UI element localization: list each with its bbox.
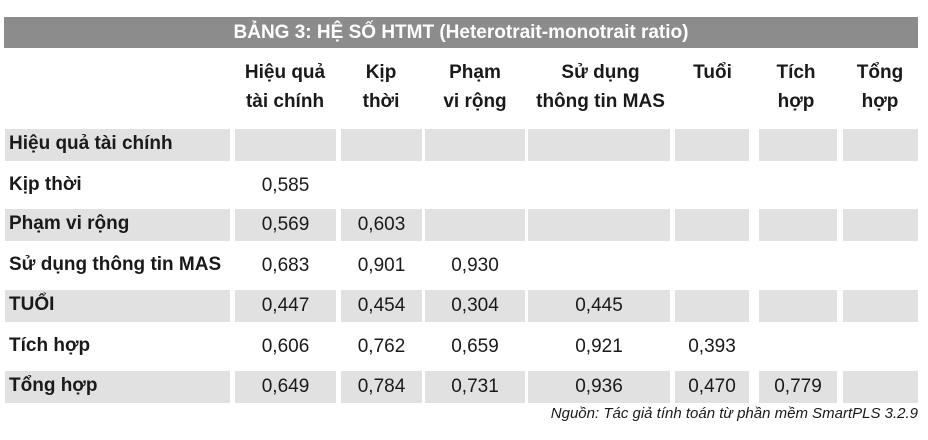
table-cell [843,331,918,363]
table-cell [759,331,837,363]
column-header-su-dung: Sử dụng thông tin MAS [528,58,673,116]
row-label: Hiệu quả tài chính [9,133,173,154]
table-cell: 0,683 [261,255,310,276]
row-label: Kịp thời [9,174,82,195]
column-header-hieu-qua: Hiệu quả tài chính [235,58,335,116]
column-header-line: vi rộng [443,91,507,112]
column-header-line: thông tin MAS [536,91,665,112]
table-row: Hiệu quả tài chính [0,127,928,161]
table-cell [843,209,918,241]
table-cell [341,129,422,161]
row-shade [5,129,230,161]
table-cell: 0,393 [688,336,736,357]
column-header-line: Tổng [856,62,904,83]
table-cell [759,170,837,202]
table-cell: 0,606 [261,336,310,357]
table-cell [341,170,422,202]
row-label: Tổng hợp [9,375,98,396]
table-cell: 0,936 [528,371,670,403]
table-cell [675,209,749,241]
column-header-line: Sử dụng [561,62,640,83]
column-header-kip-thoi: Kịp thời [341,58,421,116]
table-cell [425,209,525,241]
table-cell: 0,921 [575,336,623,357]
table-cell [425,129,525,161]
table-cell [675,170,749,202]
row-label: TUỔI [9,294,55,315]
table-cell: 0,585 [261,175,310,196]
table-cell: 0,470 [675,371,749,403]
table-cell [528,250,670,282]
column-header-line: tài chính [245,91,325,112]
table-cell [759,209,837,241]
column-header-line: Phạm [449,62,501,83]
column-header-line: hợp [777,91,815,112]
table-cell: 0,649 [235,371,336,403]
table-cell: 0,454 [341,290,422,322]
table-cell: 0,304 [425,290,525,322]
table-row: Kịp thời 0,585 [0,168,928,202]
table-cell [528,209,670,241]
table-cell: 0,779 [759,371,837,403]
table-title: BẢNG 3: HỆ SỐ HTMT (Heterotrait-monotrai… [4,17,918,48]
table-cell: 0,784 [341,371,422,403]
table-cell [425,170,525,202]
column-header-tuoi: Tuổi [675,58,750,87]
table-row: Tổng hợp 0,649 0,784 0,731 0,936 0,470 0… [0,369,928,403]
table-cell: 0,659 [451,336,499,357]
table-cell [675,250,749,282]
table-cell: 0,930 [451,255,499,276]
row-shade [5,290,230,322]
row-label: Sử dụng thông tin MAS [9,254,222,275]
table-cell: 0,447 [235,290,336,322]
table-cell: 0,731 [425,371,525,403]
table-cell [528,129,670,161]
table-cell: 0,762 [357,336,406,357]
table-row: Sử dụng thông tin MAS 0,683 0,901 0,930 [0,248,928,282]
table-cell [843,250,918,282]
table-row: TUỔI 0,447 0,454 0,304 0,445 [0,288,928,322]
row-label: Tích hợp [9,335,91,356]
row-label: Phạm vi rộng [9,213,130,234]
table-cell [759,290,837,322]
row-shade [5,209,230,241]
table-cell [843,371,918,403]
table-cell [843,129,918,161]
table-cell [843,290,918,322]
column-header-tong-hop: Tổng hợp [842,58,918,116]
column-header-line: Kịp [365,62,397,83]
row-shade [5,371,230,403]
table-row: Tích hợp 0,606 0,762 0,659 0,921 0,393 [0,329,928,363]
column-header-line: Tích [776,62,816,83]
column-header-pham-vi: Phạm vi rộng [425,58,525,116]
table-header: Hiệu quả tài chính Kịp thời Phạm vi rộng… [0,58,928,122]
column-header-line: Tuổi [693,62,732,83]
table-cell [759,129,837,161]
column-header-line: hợp [861,91,899,112]
table-cell [675,129,749,161]
column-header-tich-hop: Tích hợp [758,58,834,116]
table-cell: 0,569 [235,209,336,241]
table-cell [235,129,336,161]
table-cell: 0,901 [357,255,406,276]
table-row: Phạm vi rộng 0,569 0,603 [0,207,928,241]
table-cell [759,250,837,282]
column-header-line: thời [362,91,400,112]
table-cell [843,170,918,202]
table-cell: 0,603 [341,209,422,241]
table-cell: 0,445 [528,290,670,322]
table-cell [528,170,670,202]
source-note: Nguồn: Tác giả tính toán từ phần mềm Sma… [550,405,918,422]
table-cell [675,290,749,322]
column-header-line: Hiệu quả [244,62,326,83]
